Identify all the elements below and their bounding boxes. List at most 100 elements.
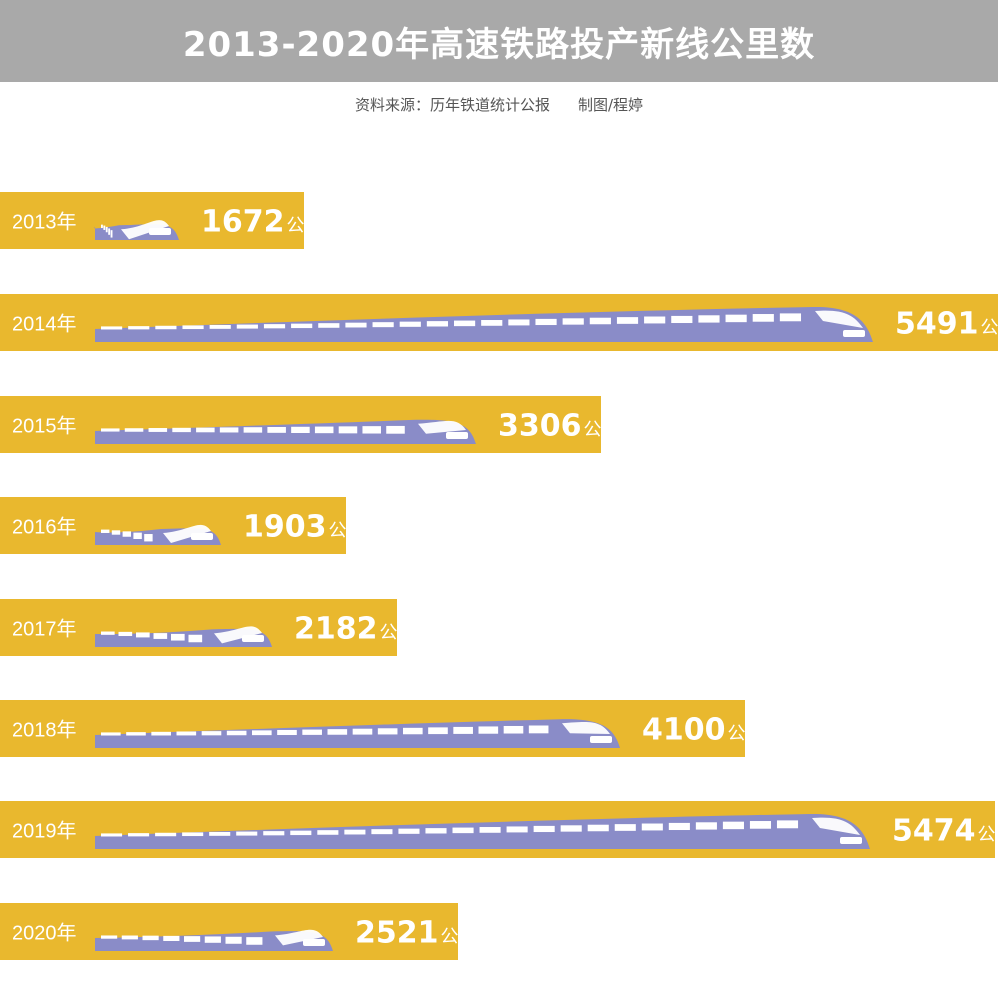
train-window	[779, 313, 802, 322]
category-label: 2013年	[12, 211, 77, 234]
train-window	[454, 320, 476, 327]
train-window	[263, 831, 285, 836]
headlight	[446, 432, 468, 439]
category-label: 2016年	[12, 516, 77, 539]
bar-row: 2014年 5491公里	[0, 294, 998, 351]
train-window	[105, 226, 108, 233]
windshield	[214, 626, 262, 644]
train-window	[204, 936, 221, 943]
train-window	[344, 829, 366, 835]
credit-text: 制图/程婷	[577, 96, 644, 114]
bar-row: 2016年 1903 公里	[0, 497, 365, 554]
train-window	[377, 728, 398, 735]
train-window	[371, 829, 393, 835]
value-label: 2521 公里	[355, 916, 477, 951]
train-shape	[95, 929, 333, 951]
train-window	[184, 936, 201, 942]
train-window	[644, 316, 666, 324]
train-window	[695, 822, 717, 830]
train-window	[101, 935, 118, 939]
value-unit: 公里	[287, 216, 323, 237]
train-window	[345, 322, 367, 328]
train-window	[562, 318, 584, 325]
title-banner: 2013-2020年高速铁路投产新线公里数	[0, 0, 998, 82]
train-window	[317, 830, 339, 835]
headlight	[303, 939, 325, 946]
train-window	[171, 633, 185, 641]
train-window	[101, 326, 123, 330]
train-window	[503, 725, 524, 734]
train-window	[155, 832, 177, 837]
train-window	[403, 727, 423, 735]
value-number: 3306	[498, 409, 582, 444]
train-window	[725, 314, 747, 323]
train-window	[163, 935, 180, 941]
train-window	[209, 324, 231, 329]
windshield	[163, 524, 211, 543]
chart-title: 2013-2020年高速铁路投产新线公里数	[182, 24, 816, 65]
train-window	[252, 730, 272, 736]
value-number: 5491	[895, 307, 979, 342]
bar-row: 2018年 4100 公里	[0, 700, 764, 757]
train-window	[426, 321, 449, 327]
train-window	[209, 831, 231, 836]
train-window	[111, 530, 121, 535]
headlight	[590, 736, 612, 743]
value-number: 2182	[294, 612, 378, 647]
train-window	[101, 631, 115, 635]
value-unit: 公里	[584, 420, 620, 441]
train-window	[110, 230, 113, 238]
headlight	[149, 228, 171, 235]
headlight	[242, 635, 264, 642]
value-label: 4100 公里	[642, 713, 764, 748]
train-window	[616, 317, 639, 324]
train-window	[291, 426, 310, 434]
train-window	[243, 427, 263, 433]
train-window	[122, 531, 132, 537]
value-label: 1672 公里	[201, 205, 323, 240]
train-window	[327, 729, 348, 735]
train-window	[314, 426, 334, 434]
train-window	[453, 726, 473, 734]
train-window	[776, 820, 799, 829]
headlight	[843, 330, 865, 337]
category-label: 2015年	[12, 415, 77, 438]
train-window	[508, 319, 530, 326]
value-unit: 公里	[728, 724, 764, 745]
value-number: 2521	[355, 916, 439, 951]
train-shape	[95, 626, 272, 647]
category-label: 2019年	[12, 820, 77, 843]
train-shape	[95, 813, 870, 849]
train-window	[182, 325, 204, 330]
train-window	[749, 821, 772, 829]
train-shape	[95, 306, 873, 342]
train-window	[752, 314, 774, 322]
category-label: 2014年	[12, 313, 77, 336]
train-window	[101, 529, 110, 533]
value-unit: 公里	[329, 521, 365, 542]
train-window	[535, 318, 557, 326]
windshield	[418, 420, 466, 434]
train-window	[101, 732, 121, 736]
train-window	[698, 315, 720, 323]
windshield	[562, 721, 610, 734]
train-window	[128, 326, 150, 330]
train-shape	[95, 719, 620, 748]
train-window	[560, 825, 582, 832]
train-window	[246, 937, 263, 945]
train-window	[118, 631, 133, 637]
bar-row: 2017年 2182 公里	[0, 599, 416, 656]
train-window	[151, 731, 171, 736]
train-window	[188, 634, 203, 643]
train-window	[479, 827, 501, 833]
train-window	[302, 729, 322, 735]
train-window	[236, 831, 258, 836]
train-window	[155, 325, 177, 330]
train-window	[399, 321, 421, 327]
train-window	[722, 821, 744, 830]
train-window	[128, 833, 150, 837]
value-label: 2182 公里	[294, 612, 416, 647]
source-line: 资料来源：历年铁道统计公报 制图/程婷	[0, 94, 998, 115]
train-window	[136, 632, 150, 638]
